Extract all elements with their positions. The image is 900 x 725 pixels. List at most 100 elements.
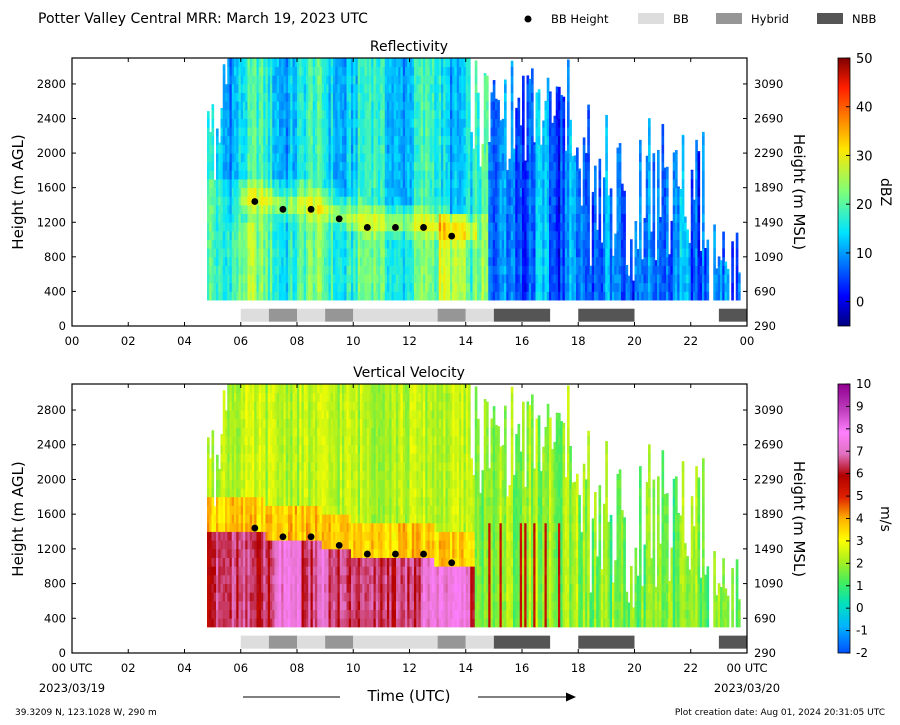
field-cell (409, 187, 413, 197)
field-cell (616, 170, 620, 180)
field-cell (479, 274, 482, 284)
field-cell (434, 265, 437, 275)
field-cell (339, 83, 343, 93)
field-cell (648, 153, 651, 163)
field-cell (249, 75, 253, 85)
field-cell (294, 75, 298, 85)
field-cell (240, 291, 244, 301)
field-cell (456, 127, 460, 137)
field-cell (695, 204, 698, 215)
field-cell (652, 291, 656, 301)
field-cell (301, 274, 305, 284)
field-cell (411, 144, 415, 154)
field-cell (670, 291, 674, 301)
field-cell (681, 179, 685, 189)
field-cell (326, 127, 329, 137)
field-cell (531, 256, 534, 266)
field-cell (389, 170, 392, 180)
field-cell (488, 204, 491, 215)
field-cell (225, 161, 228, 171)
field-cell (297, 92, 300, 102)
field-cell (429, 118, 433, 128)
field-cell (452, 265, 455, 275)
field-cell (479, 222, 482, 232)
field-cell (558, 144, 561, 154)
field-cell (488, 161, 491, 171)
field-cell (348, 239, 352, 249)
field-cell (639, 139, 642, 145)
field-cell (495, 265, 498, 275)
field-cell (265, 161, 269, 171)
field-cell (472, 213, 476, 223)
field-cell (531, 230, 534, 240)
field-cell (317, 92, 320, 102)
field-cell (423, 101, 426, 111)
field-cell (443, 256, 446, 266)
field-cell (603, 274, 606, 284)
reflectivity-field (207, 58, 741, 301)
field-cell (220, 291, 224, 301)
field-cell (645, 265, 649, 275)
field-cell (267, 230, 271, 240)
field-cell (276, 170, 280, 180)
field-cell (414, 291, 417, 301)
field-cell (380, 83, 383, 93)
field-cell (609, 188, 613, 197)
field-cell (299, 170, 302, 180)
field-cell (569, 282, 572, 292)
field-cell (281, 230, 284, 240)
field-cell (492, 179, 496, 189)
field-cell (231, 75, 235, 85)
field-cell (648, 161, 651, 171)
field-cell (312, 118, 316, 128)
field-cell (220, 135, 224, 145)
field-cell (288, 282, 291, 292)
field-cell (303, 230, 307, 240)
field-cell (542, 144, 545, 154)
field-cell (645, 282, 649, 292)
field-cell (279, 256, 282, 266)
field-cell (438, 291, 442, 301)
field-cell (270, 83, 273, 93)
field-cell (294, 127, 298, 137)
field-cell (443, 66, 446, 76)
field-cell (567, 204, 570, 215)
field-cell (553, 115, 557, 119)
field-cell (497, 274, 500, 284)
field-cell (414, 135, 417, 145)
field-cell (544, 239, 548, 249)
field-cell (265, 170, 269, 180)
field-cell (207, 204, 210, 215)
field-cell (672, 222, 676, 232)
field-cell (267, 196, 271, 206)
field-cell (335, 239, 338, 249)
field-cell (405, 196, 408, 206)
field-cell (240, 239, 244, 249)
field-cell (258, 161, 262, 171)
field-cell (326, 291, 329, 301)
legend-nbb-swatch (817, 13, 843, 24)
field-cell (272, 66, 275, 76)
field-cell (238, 239, 242, 249)
field-cell (355, 187, 359, 197)
field-cell (578, 222, 581, 232)
field-cell (389, 75, 392, 85)
field-cell (301, 213, 305, 223)
field-cell (279, 274, 282, 284)
field-cell (207, 222, 210, 232)
field-cell (407, 282, 410, 292)
field-cell (362, 222, 365, 232)
field-cell (281, 256, 284, 266)
field-cell (436, 83, 440, 93)
field-cell (310, 144, 314, 154)
field-cell (267, 92, 271, 102)
field-cell (499, 256, 503, 266)
field-cell (267, 222, 271, 232)
field-cell (384, 101, 388, 111)
field-cell (598, 204, 602, 215)
field-cell (353, 109, 356, 119)
field-cell (375, 274, 379, 284)
field-cell (321, 83, 325, 93)
field-cell (366, 135, 370, 145)
